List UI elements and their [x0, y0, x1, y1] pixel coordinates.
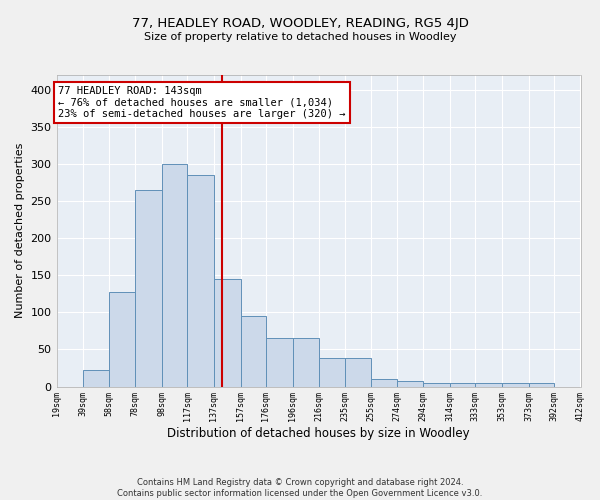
Text: Contains HM Land Registry data © Crown copyright and database right 2024.
Contai: Contains HM Land Registry data © Crown c…	[118, 478, 482, 498]
Bar	[83, 370, 109, 386]
Bar	[109, 292, 135, 386]
Bar	[371, 379, 397, 386]
Bar	[319, 358, 344, 386]
Text: 77, HEADLEY ROAD, WOODLEY, READING, RG5 4JD: 77, HEADLEY ROAD, WOODLEY, READING, RG5 …	[131, 18, 469, 30]
Bar	[162, 164, 187, 386]
Bar	[344, 358, 371, 386]
Text: 77 HEADLEY ROAD: 143sqm
← 76% of detached houses are smaller (1,034)
23% of semi: 77 HEADLEY ROAD: 143sqm ← 76% of detache…	[58, 86, 346, 120]
Y-axis label: Number of detached properties: Number of detached properties	[15, 143, 25, 318]
Bar	[397, 380, 423, 386]
Bar	[423, 383, 450, 386]
Bar	[241, 316, 266, 386]
Bar	[475, 383, 502, 386]
Bar	[266, 338, 293, 386]
Bar	[450, 383, 475, 386]
Bar	[214, 279, 241, 386]
Bar	[502, 383, 529, 386]
Bar	[529, 383, 554, 386]
Bar	[293, 338, 319, 386]
Bar	[135, 190, 162, 386]
X-axis label: Distribution of detached houses by size in Woodley: Distribution of detached houses by size …	[167, 427, 470, 440]
Text: Size of property relative to detached houses in Woodley: Size of property relative to detached ho…	[144, 32, 456, 42]
Bar	[187, 175, 214, 386]
